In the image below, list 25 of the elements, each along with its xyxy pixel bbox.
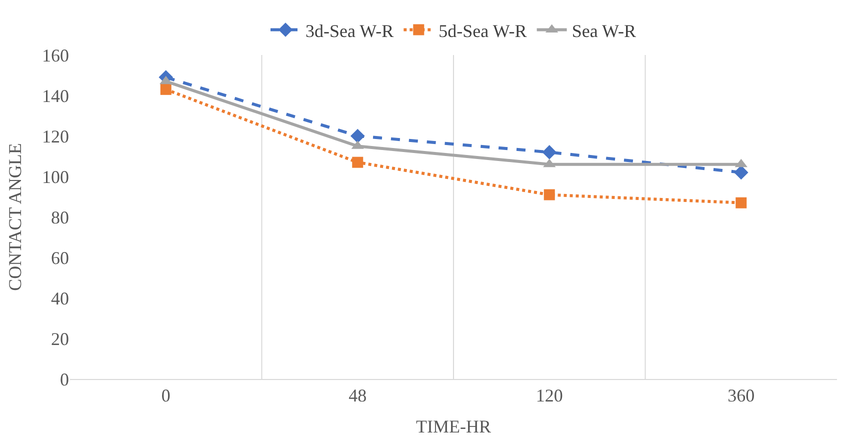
y-tick-label: 40 [51,288,69,308]
point [734,165,748,180]
y-tick-label: 0 [60,369,69,390]
x-tick-label: 120 [536,386,563,406]
x-axis-title: TIME-HR [416,416,491,437]
x-tick-label: 360 [728,386,755,406]
x-tick-label: 48 [348,386,367,406]
legend-label: Sea W-R [572,20,636,41]
y-tick-label: 160 [42,45,69,66]
point [160,84,172,95]
y-tick-label: 120 [42,126,69,146]
y-tick-label: 140 [42,86,69,106]
y-tick-label: 60 [51,248,69,268]
x-tick-label: 0 [161,386,170,406]
y-tick-label: 100 [42,166,69,187]
point [542,145,557,160]
point [350,128,365,144]
point [544,189,555,200]
point [352,156,364,168]
legend-label: 5d-Sea W-R [438,20,527,41]
y-tick-label: 80 [51,207,69,228]
point [736,197,747,208]
legend-label: 3d-Sea W-R [306,20,394,41]
y-tick-label: 20 [51,328,69,349]
y-axis-title: CONTACT ANGLE [5,143,26,291]
